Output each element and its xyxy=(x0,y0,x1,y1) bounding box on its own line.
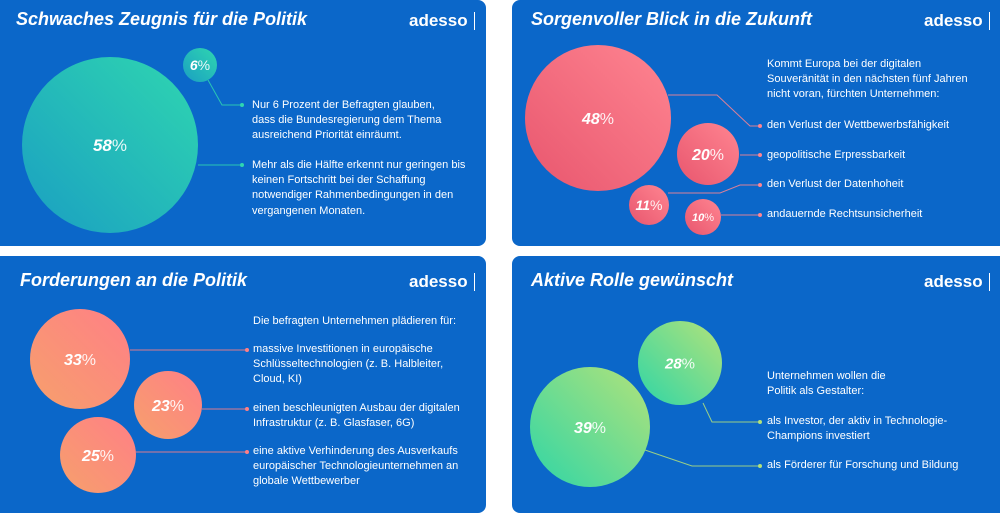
bullet-dot xyxy=(758,183,762,187)
bullet-dot xyxy=(758,124,762,128)
connector-line xyxy=(668,184,758,194)
bullet-dot xyxy=(245,450,249,454)
bubble-23 xyxy=(134,371,202,439)
bubble-label: 6% xyxy=(190,57,210,73)
bubble-label: 10% xyxy=(692,212,714,224)
item-text: als Investor, der aktiv in Technologie-C… xyxy=(767,415,948,443)
item-text: massive Investitionen in europäische Sch… xyxy=(253,343,444,386)
bubble-label: 25% xyxy=(81,448,114,465)
adesso-logo: adesso xyxy=(924,273,990,291)
item-text: eine aktive Verhinderung des Ausverkaufs… xyxy=(253,445,459,488)
bubble-11 xyxy=(629,185,669,225)
bubble-48 xyxy=(525,45,671,191)
adesso-logo: adesso xyxy=(924,12,990,30)
connector-line xyxy=(644,449,758,467)
intro-text: Die befragten Unternehmen plädieren für: xyxy=(253,315,457,327)
item-text: den Verlust der Wettbewerbsfähigkeit xyxy=(767,119,950,131)
bullet-dot xyxy=(758,420,762,424)
item-text: den Verlust der Datenhoheit xyxy=(767,178,904,190)
connector-line xyxy=(668,94,758,127)
intro-text: Unternehmen wollen die Politik als Gesta… xyxy=(767,370,886,398)
bullet-dot xyxy=(245,407,249,411)
item-text: andauernde Rechtsunsicherheit xyxy=(767,208,923,220)
item-text: Nur 6 Prozent der Befragten glauben, das… xyxy=(252,99,442,142)
connector-line xyxy=(207,79,240,106)
bubble-20 xyxy=(677,123,739,185)
bullet-dot xyxy=(758,213,762,217)
bullet-dot xyxy=(240,103,244,107)
adesso-logo: adesso xyxy=(409,12,475,30)
bubble-28 xyxy=(638,321,722,405)
panel-title: Schwaches Zeugnis für die Politik xyxy=(16,9,308,29)
bubble-label: 39% xyxy=(574,420,606,437)
bubble-label: 28% xyxy=(664,355,695,372)
item-text: einen beschleunigten Ausbau der digitale… xyxy=(253,402,460,430)
bullet-dot xyxy=(758,153,762,157)
item-text: als Förderer für Forschung und Bildung xyxy=(767,459,959,471)
bubble-6 xyxy=(183,48,217,82)
bubble-label: 20% xyxy=(691,147,724,164)
bubble-39 xyxy=(530,367,650,487)
bubble-58 xyxy=(22,57,198,233)
bubble-label: 23% xyxy=(151,398,184,415)
intro-text: Kommt Europa bei der digitalen Souveräni… xyxy=(767,58,968,101)
bullet-dot xyxy=(245,348,249,352)
panel-title: Forderungen an die Politik xyxy=(20,270,248,290)
panel-title: Aktive Rolle gewünscht xyxy=(531,270,734,290)
bubble-33 xyxy=(30,309,130,409)
connector-line xyxy=(702,402,758,423)
item-text: Mehr als die Hälfte erkennt nur geringen… xyxy=(252,159,466,217)
adesso-logo: adesso xyxy=(409,273,475,291)
bubble-label: 33% xyxy=(64,352,96,369)
bubble-label: 58% xyxy=(93,136,127,155)
bubble-25 xyxy=(60,417,136,493)
item-text: geopolitische Erpressbarkeit xyxy=(767,149,906,161)
bubble-label: 11% xyxy=(636,197,663,213)
bullet-dot xyxy=(240,163,244,167)
bullet-dot xyxy=(758,464,762,468)
panel-title: Sorgenvoller Blick in die Zukunft xyxy=(531,9,813,29)
bubble-10 xyxy=(685,199,721,235)
bubble-label: 48% xyxy=(581,111,614,128)
